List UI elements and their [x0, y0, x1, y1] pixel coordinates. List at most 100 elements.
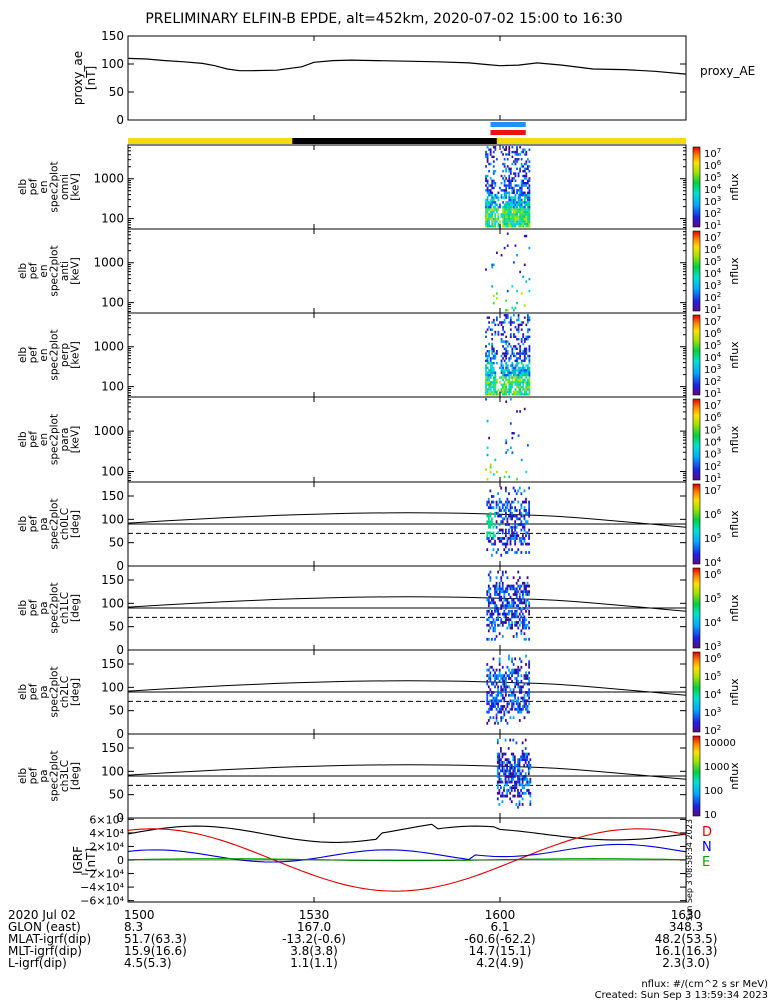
pa-cell: [500, 777, 502, 781]
spectrogram-cell: [495, 352, 498, 355]
spectrogram-cell: [520, 352, 523, 355]
pa-cell: [509, 791, 512, 795]
spectrogram-cell: [523, 349, 526, 353]
spectrogram-cell: [495, 193, 498, 197]
spectrogram-cell: [505, 299, 508, 302]
ephemeris-value: 8.3: [124, 920, 143, 934]
panel-ylabel: pef: [28, 262, 40, 279]
pa-cell: [492, 691, 495, 694]
ephemeris-value: 1600: [485, 908, 516, 922]
pa-cell: [520, 794, 522, 798]
spectrogram-cell: [494, 146, 497, 149]
spectrogram-cell: [503, 475, 506, 479]
spectrogram-cell: [513, 321, 515, 324]
pa-cell: [525, 699, 527, 703]
pa-cell: [523, 716, 526, 720]
pa-cell: [521, 780, 524, 784]
pa-cell: [492, 682, 495, 686]
spectrogram-cell: [523, 184, 526, 187]
pa-cell: [523, 699, 526, 703]
spectrogram-cell: [494, 385, 497, 389]
pa-cell: [506, 769, 508, 773]
spectrogram-cell: [525, 220, 528, 223]
spectrogram-cell: [528, 349, 531, 353]
pa-cell: [501, 531, 504, 535]
pa-cell: [496, 758, 499, 762]
pa-cell: [494, 705, 496, 708]
pa-cell: [523, 705, 526, 708]
pa-cell: [525, 705, 527, 708]
spectrogram-cell: [489, 177, 492, 180]
pa-cell: [511, 506, 513, 510]
spectrogram-cell: [491, 338, 494, 341]
spectrogram-cell: [523, 193, 526, 197]
spectrogram-cell: [502, 210, 504, 214]
pa-cell: [491, 621, 493, 624]
pa-cell: [506, 551, 509, 554]
pa-cell: [500, 604, 503, 608]
colorbar-scale: [692, 483, 701, 565]
pa-cell: [525, 618, 527, 622]
colorbar-tick-label: 103: [704, 640, 721, 653]
pa-cell: [520, 523, 523, 526]
pa-cell: [487, 677, 490, 680]
spectrogram-cell: [494, 388, 497, 391]
y-tick-label: 1000: [93, 424, 124, 438]
pa-cell: [503, 590, 506, 594]
spectrogram-cell: [491, 349, 494, 353]
spectrogram-cell: [495, 316, 498, 319]
pa-cell: [520, 691, 523, 694]
pa-cell: [528, 688, 531, 692]
pa-cell: [496, 766, 499, 770]
spectrogram-cell: [485, 371, 487, 374]
spectrogram-cell: [492, 393, 495, 396]
pa-cell: [511, 500, 513, 504]
pa-cell: [520, 520, 523, 524]
pa-cell: [520, 598, 523, 602]
spectrogram-cell: [519, 220, 522, 223]
spectrogram-cell: [491, 285, 494, 288]
panel-ylabel: en: [38, 264, 50, 277]
pa-cell: [523, 786, 526, 790]
spectrogram-cell: [491, 321, 494, 324]
pa-cell: [518, 523, 521, 526]
pa-cell: [504, 688, 507, 692]
spectrogram-cell: [488, 162, 491, 166]
science-bar-red: [490, 130, 526, 135]
spectrogram-cell: [523, 210, 526, 214]
spectrogram-cell: [525, 162, 528, 166]
spectrogram-cell: [519, 210, 522, 214]
spectrogram-cell: [516, 220, 518, 223]
pa-cell: [503, 794, 505, 798]
pa-cell: [501, 677, 504, 680]
pa-cell: [508, 548, 510, 552]
pa-cell: [514, 593, 517, 596]
pa-cell: [525, 511, 527, 515]
pa-cell: [528, 509, 531, 512]
spectrogram-cell: [511, 220, 514, 223]
panel-ylabel: pef: [28, 599, 40, 616]
pa-cell: [503, 761, 505, 764]
spectrogram-cell: [525, 323, 528, 327]
spectrogram-cell: [509, 422, 512, 425]
y-tick-label: 100: [101, 596, 124, 610]
spectrogram-cell: [519, 393, 522, 396]
spectrogram-cell: [517, 383, 520, 386]
pa-cell: [486, 668, 489, 672]
spectrogram-cell: [508, 369, 511, 372]
pa-cell: [512, 752, 515, 756]
spectrogram-cell: [511, 198, 514, 202]
pa-cell: [498, 623, 501, 627]
spectrogram-cell: [488, 217, 491, 221]
colorbar-tick-label: 103: [704, 706, 721, 719]
pa-cell: [526, 780, 529, 784]
spectrogram-cell: [528, 184, 531, 187]
spectrogram-cell: [503, 388, 506, 391]
pa-cell: [487, 637, 490, 641]
pa-cell: [492, 500, 495, 504]
spectrogram-cell: [511, 306, 514, 310]
spectrogram-cell: [514, 201, 517, 204]
pa-cell: [520, 609, 523, 613]
spectrogram-cell: [517, 210, 520, 214]
pa-cell: [500, 693, 503, 697]
